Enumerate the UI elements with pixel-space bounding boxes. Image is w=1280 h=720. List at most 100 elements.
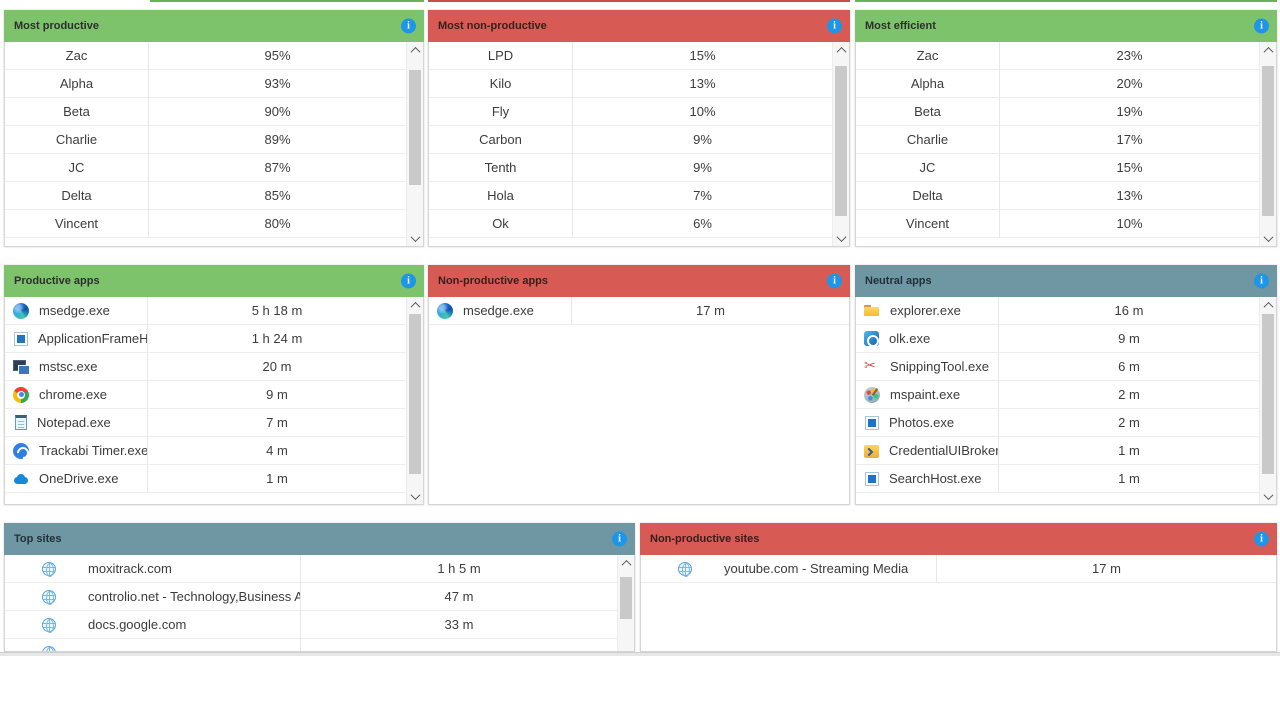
table-row: msedge.exe 17 m xyxy=(429,297,849,325)
cutoff-green-sliver xyxy=(855,0,1277,2)
scroll-thumb[interactable] xyxy=(1262,66,1274,216)
table-row: JC 87% xyxy=(5,154,406,182)
panel-header: Neutral apps xyxy=(855,265,1277,297)
table-row: ApplicationFrameH... 1 h 24 m xyxy=(5,325,406,353)
scroll-thumb[interactable] xyxy=(409,314,421,474)
table-row: Zac 23% xyxy=(856,42,1259,70)
panel-title: Productive apps xyxy=(14,275,100,287)
scroll-down-button[interactable] xyxy=(1260,230,1276,246)
row-value: 10% xyxy=(689,104,716,119)
scrollbar[interactable] xyxy=(406,297,423,504)
table-row: Fly 10% xyxy=(429,98,832,126)
edge-icon xyxy=(437,302,453,319)
panel-header: Most non-productive xyxy=(428,10,850,42)
row-value: 10% xyxy=(1116,216,1143,231)
row-name: docs.google.com xyxy=(88,617,187,632)
row-value: 95% xyxy=(264,48,291,63)
row-name-cell: youtube.com - Streaming Media xyxy=(641,555,937,582)
row-name-cell: msedge.exe xyxy=(5,297,148,324)
row-name: Trackabi Timer.exe xyxy=(39,443,148,458)
row-name-cell: Photos.exe xyxy=(856,409,999,436)
scroll-thumb[interactable] xyxy=(409,70,421,185)
row-value: 89% xyxy=(264,132,291,147)
scrollbar[interactable] xyxy=(617,555,634,651)
info-icon[interactable] xyxy=(1254,273,1269,289)
scroll-up-button[interactable] xyxy=(1260,42,1276,58)
scroll-thumb[interactable] xyxy=(1262,314,1274,474)
scroll-down-button[interactable] xyxy=(1260,488,1276,504)
table-row: JC 15% xyxy=(856,154,1259,182)
row-name: Vincent xyxy=(5,210,149,237)
row-value: 47 m xyxy=(444,589,474,604)
row-name: SearchHost.exe xyxy=(889,471,982,486)
info-icon[interactable] xyxy=(827,273,842,289)
panel-body: msedge.exe 17 m xyxy=(428,297,850,505)
scrollbar[interactable] xyxy=(832,42,849,246)
panel-body: msedge.exe 5 h 18 m ApplicationFrameH...… xyxy=(4,297,424,505)
row-name: CredentialUIBroker... xyxy=(889,443,999,458)
photos-icon xyxy=(865,415,879,430)
info-icon[interactable] xyxy=(612,531,627,547)
panel-body: moxitrack.com 1 h 5 m controlio.net - Te… xyxy=(4,555,635,652)
scroll-down-button[interactable] xyxy=(407,230,423,246)
table-row: Tenth 9% xyxy=(429,154,832,182)
row-name: explorer.exe xyxy=(890,303,961,318)
scroll-thumb[interactable] xyxy=(620,577,632,619)
scrollbar[interactable] xyxy=(1259,42,1276,246)
panel-title: Top sites xyxy=(14,533,62,545)
table-row: OneDrive.exe 1 m xyxy=(5,465,406,493)
row-name-cell: msedge.exe xyxy=(429,297,572,324)
row-name-cell: OneDrive.exe xyxy=(5,465,148,492)
table-row: Beta 19% xyxy=(856,98,1259,126)
notepad-icon xyxy=(15,415,27,430)
panel-most-productive: Most productive Zac 95% Alpha 93% xyxy=(4,10,424,247)
row-name: Charlie xyxy=(856,126,1000,153)
panel-title: Neutral apps xyxy=(865,275,932,287)
scrollbar[interactable] xyxy=(406,42,423,246)
cutoff-green-sliver xyxy=(150,0,424,2)
info-icon[interactable] xyxy=(401,273,416,289)
table-row: Zac 95% xyxy=(5,42,406,70)
table-row: Charlie 89% xyxy=(5,126,406,154)
row-value: 7 m xyxy=(266,415,288,430)
panel-productive-apps: Productive apps msedge.exe 5 h 18 m xyxy=(4,265,424,505)
row-name: ApplicationFrameH... xyxy=(38,331,148,346)
scroll-down-button[interactable] xyxy=(833,230,849,246)
panel-top-sites: Top sites moxitrack.com 1 h 5 m xyxy=(4,523,635,652)
scroll-down-button[interactable] xyxy=(407,488,423,504)
scroll-up-button[interactable] xyxy=(618,555,634,571)
scroll-up-button[interactable] xyxy=(407,42,423,58)
row-value: 85% xyxy=(264,188,291,203)
remote-desktop-icon xyxy=(13,359,30,375)
row-value: 93% xyxy=(264,76,291,91)
table: Zac 95% Alpha 93% Beta 90% Charlie xyxy=(5,42,423,238)
onedrive-icon xyxy=(13,471,29,487)
row-value: 1 m xyxy=(266,471,288,486)
page-cutoff-strip xyxy=(0,652,1280,656)
scroll-thumb[interactable] xyxy=(835,66,847,216)
table-row: olk.exe 9 m xyxy=(856,325,1259,353)
table-row: Kilo 13% xyxy=(429,70,832,98)
row-value: 1 m xyxy=(1118,471,1140,486)
info-icon[interactable] xyxy=(401,18,416,34)
scroll-up-button[interactable] xyxy=(407,297,423,313)
row-value: 4 m xyxy=(266,443,288,458)
info-icon[interactable] xyxy=(1254,18,1269,34)
chrome-icon xyxy=(13,386,29,403)
row-value: 2 m xyxy=(1118,387,1140,402)
table-row: Vincent 80% xyxy=(5,210,406,238)
row-value: 7% xyxy=(693,188,712,203)
edge-icon xyxy=(13,302,29,319)
info-icon[interactable] xyxy=(1254,531,1269,547)
row-name: Zac xyxy=(856,42,1000,69)
scrollbar[interactable] xyxy=(1259,297,1276,504)
row-value: 17% xyxy=(1116,132,1143,147)
info-icon[interactable] xyxy=(827,18,842,34)
row-name-cell: mstsc.exe xyxy=(5,353,148,380)
scroll-up-button[interactable] xyxy=(1260,297,1276,313)
table-row: Photos.exe 2 m xyxy=(856,409,1259,437)
table-row: CredentialUIBroker... 1 m xyxy=(856,437,1259,465)
row-value: 23% xyxy=(1116,48,1143,63)
scroll-up-button[interactable] xyxy=(833,42,849,58)
